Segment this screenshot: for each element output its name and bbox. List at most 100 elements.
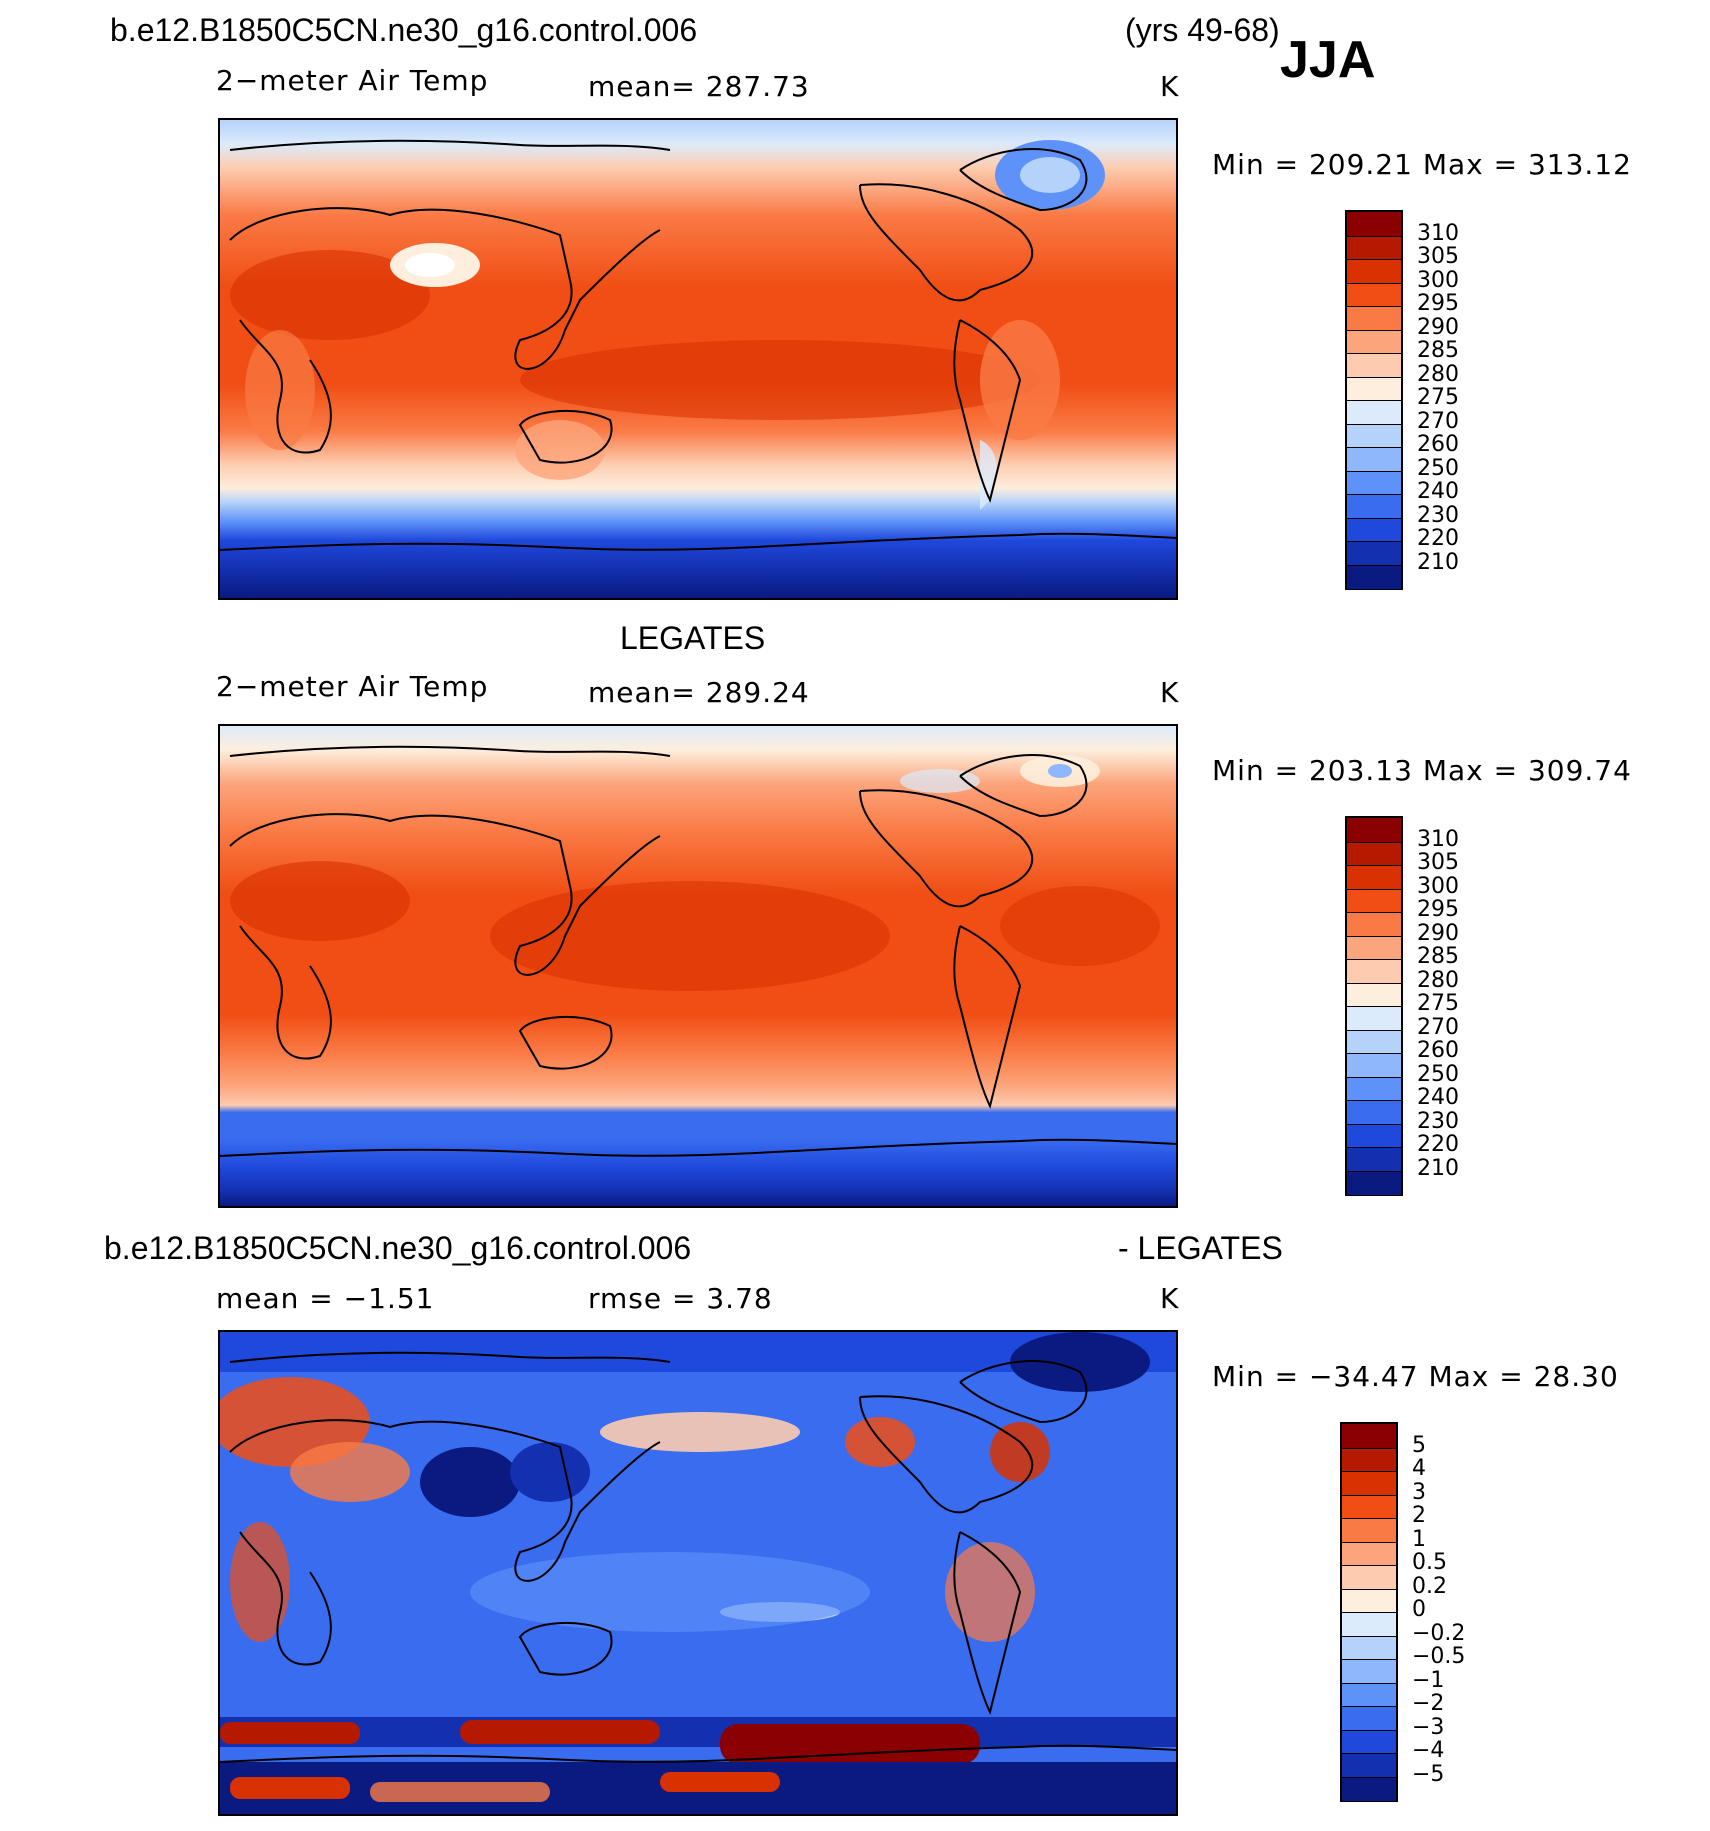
panel1-map bbox=[218, 118, 1178, 600]
colorbar-label: 275 bbox=[1417, 385, 1459, 410]
colorbar-label: 300 bbox=[1417, 267, 1459, 293]
panel1-variable: 2−meter Air Temp bbox=[216, 64, 489, 97]
colorbar-label: 0 bbox=[1412, 1597, 1426, 1622]
colorbar-swatch bbox=[1347, 818, 1401, 842]
colorbar-label: 275 bbox=[1417, 991, 1459, 1016]
colorbar-swatch bbox=[1347, 1053, 1401, 1078]
colorbar-swatch bbox=[1342, 1612, 1396, 1637]
colorbar-swatch bbox=[1347, 912, 1401, 937]
colorbar-label: 280 bbox=[1417, 361, 1459, 387]
panel3-rmse: rmse = 3.78 bbox=[588, 1282, 773, 1315]
colorbar-swatch bbox=[1347, 1123, 1401, 1148]
colorbar-swatch bbox=[1342, 1447, 1396, 1472]
season-label: JJA bbox=[1280, 31, 1376, 89]
colorbar-label: 250 bbox=[1417, 455, 1459, 481]
colorbar-swatch bbox=[1347, 259, 1401, 284]
colorbar-swatch bbox=[1347, 541, 1401, 566]
panel2-colorbar bbox=[1345, 816, 1403, 1196]
colorbar-swatch bbox=[1347, 865, 1401, 890]
colorbar-swatch bbox=[1347, 423, 1401, 448]
panel2-title: LEGATES bbox=[620, 620, 766, 656]
panel2-map bbox=[218, 724, 1178, 1208]
colorbar-swatch bbox=[1347, 470, 1401, 495]
panel3-contour-field bbox=[220, 1332, 1176, 1814]
colorbar-swatch bbox=[1347, 306, 1401, 331]
colorbar-label: 250 bbox=[1417, 1061, 1459, 1087]
colorbar-swatch bbox=[1342, 1776, 1396, 1801]
colorbar-label: −5 bbox=[1412, 1761, 1445, 1787]
colorbar-swatch bbox=[1342, 1565, 1396, 1590]
colorbar-label: 3 bbox=[1412, 1479, 1426, 1505]
colorbar-swatch bbox=[1347, 517, 1401, 542]
colorbar-label: 270 bbox=[1417, 408, 1459, 434]
panel3-colorbar bbox=[1340, 1422, 1398, 1802]
colorbar-swatch bbox=[1347, 400, 1401, 425]
panel2-contour-field bbox=[220, 726, 1176, 1206]
colorbar-label: 2 bbox=[1412, 1503, 1426, 1528]
colorbar-swatch bbox=[1342, 1541, 1396, 1566]
colorbar-swatch bbox=[1342, 1729, 1396, 1754]
colorbar-swatch bbox=[1342, 1682, 1396, 1707]
colorbar-label: 290 bbox=[1417, 920, 1459, 946]
colorbar-label: 300 bbox=[1417, 873, 1459, 899]
years-label: (yrs 49-68) bbox=[1125, 12, 1280, 48]
colorbar-label: 230 bbox=[1417, 502, 1459, 528]
colorbar-swatch bbox=[1347, 329, 1401, 354]
colorbar-swatch bbox=[1342, 1706, 1396, 1731]
panel1-mean: mean= 287.73 bbox=[588, 70, 810, 103]
case-title: b.e12.B1850C5CN.ne30_g16.control.006 bbox=[110, 12, 698, 48]
colorbar-swatch bbox=[1347, 282, 1401, 307]
colorbar-label: 260 bbox=[1417, 432, 1459, 457]
colorbar-label: 310 bbox=[1417, 826, 1459, 852]
colorbar-swatch bbox=[1347, 447, 1401, 472]
panel1-units: K bbox=[1160, 70, 1180, 103]
colorbar-label: 280 bbox=[1417, 967, 1459, 993]
colorbar-label: 305 bbox=[1417, 850, 1459, 875]
colorbar-swatch bbox=[1342, 1471, 1396, 1496]
colorbar-swatch bbox=[1347, 1006, 1401, 1031]
panel3-mean: mean = −1.51 bbox=[216, 1282, 435, 1315]
colorbar-swatch bbox=[1347, 935, 1401, 960]
colorbar-swatch bbox=[1347, 982, 1401, 1007]
colorbar-swatch bbox=[1347, 888, 1401, 913]
colorbar-swatch bbox=[1347, 959, 1401, 984]
panel3-minmax: Min = −34.47 Max = 28.30 bbox=[1212, 1360, 1619, 1393]
colorbar-label: 1 bbox=[1412, 1526, 1426, 1552]
colorbar-label: 270 bbox=[1417, 1014, 1459, 1040]
panel1-minmax: Min = 209.21 Max = 313.12 bbox=[1212, 148, 1632, 181]
colorbar-swatch bbox=[1342, 1494, 1396, 1519]
colorbar-swatch bbox=[1347, 235, 1401, 260]
colorbar-label: 210 bbox=[1417, 1155, 1459, 1181]
colorbar-label: −0.5 bbox=[1412, 1644, 1466, 1669]
colorbar-swatch bbox=[1347, 376, 1401, 401]
colorbar-label: 4 bbox=[1412, 1456, 1426, 1481]
colorbar-label: 295 bbox=[1417, 291, 1459, 316]
panel2-mean: mean= 289.24 bbox=[588, 676, 810, 709]
colorbar-label: −1 bbox=[1412, 1667, 1445, 1693]
colorbar-swatch bbox=[1347, 212, 1401, 236]
colorbar-swatch bbox=[1347, 841, 1401, 866]
panel3-title-right: - LEGATES bbox=[1118, 1230, 1283, 1266]
colorbar-label: −4 bbox=[1412, 1738, 1445, 1763]
colorbar-label: 285 bbox=[1417, 944, 1459, 969]
colorbar-swatch bbox=[1347, 1170, 1401, 1195]
colorbar-label: 295 bbox=[1417, 897, 1459, 922]
colorbar-label: 260 bbox=[1417, 1038, 1459, 1063]
colorbar-label: 230 bbox=[1417, 1108, 1459, 1134]
colorbar-label: −0.2 bbox=[1412, 1620, 1466, 1646]
colorbar-label: 240 bbox=[1417, 1085, 1459, 1110]
colorbar-swatch bbox=[1342, 1753, 1396, 1778]
colorbar-label: 285 bbox=[1417, 338, 1459, 363]
colorbar-label: 5 bbox=[1412, 1432, 1426, 1458]
colorbar-swatch bbox=[1347, 1147, 1401, 1172]
panel1-colorbar bbox=[1345, 210, 1403, 590]
colorbar-label: −3 bbox=[1412, 1714, 1445, 1740]
colorbar-swatch bbox=[1342, 1659, 1396, 1684]
colorbar-swatch bbox=[1347, 564, 1401, 589]
panel3-units: K bbox=[1160, 1282, 1180, 1315]
panel1-contour-field bbox=[220, 120, 1176, 598]
panel3-title-left: b.e12.B1850C5CN.ne30_g16.control.006 bbox=[104, 1230, 692, 1266]
colorbar-swatch bbox=[1347, 494, 1401, 519]
panel2-minmax: Min = 203.13 Max = 309.74 bbox=[1212, 754, 1632, 787]
colorbar-label: 290 bbox=[1417, 314, 1459, 340]
